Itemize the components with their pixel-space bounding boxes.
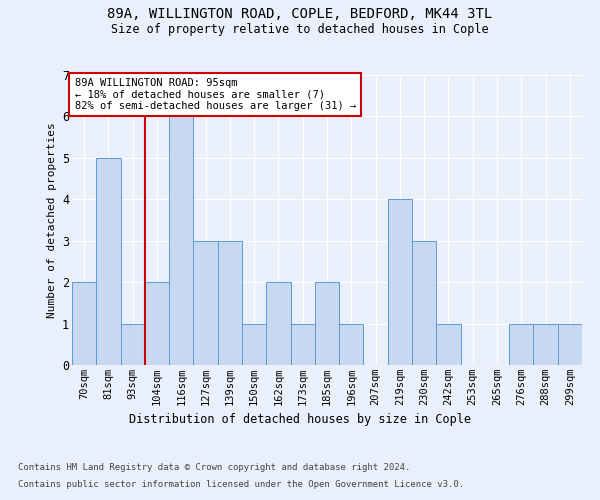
Bar <box>145 282 169 365</box>
Text: Distribution of detached houses by size in Cople: Distribution of detached houses by size … <box>129 412 471 426</box>
Y-axis label: Number of detached properties: Number of detached properties <box>47 122 56 318</box>
Bar <box>315 282 339 365</box>
Bar <box>266 282 290 365</box>
Bar <box>533 324 558 365</box>
Text: Size of property relative to detached houses in Cople: Size of property relative to detached ho… <box>111 22 489 36</box>
Bar <box>509 324 533 365</box>
Bar <box>96 158 121 365</box>
Bar <box>290 324 315 365</box>
Bar <box>218 240 242 365</box>
Bar <box>193 240 218 365</box>
Bar <box>558 324 582 365</box>
Bar <box>169 116 193 365</box>
Bar <box>412 240 436 365</box>
Text: 89A WILLINGTON ROAD: 95sqm
← 18% of detached houses are smaller (7)
82% of semi-: 89A WILLINGTON ROAD: 95sqm ← 18% of deta… <box>74 78 356 111</box>
Text: Contains HM Land Registry data © Crown copyright and database right 2024.: Contains HM Land Registry data © Crown c… <box>18 462 410 471</box>
Text: 89A, WILLINGTON ROAD, COPLE, BEDFORD, MK44 3TL: 89A, WILLINGTON ROAD, COPLE, BEDFORD, MK… <box>107 8 493 22</box>
Bar <box>121 324 145 365</box>
Bar <box>436 324 461 365</box>
Bar <box>339 324 364 365</box>
Text: Contains public sector information licensed under the Open Government Licence v3: Contains public sector information licen… <box>18 480 464 489</box>
Bar <box>72 282 96 365</box>
Bar <box>242 324 266 365</box>
Bar <box>388 200 412 365</box>
